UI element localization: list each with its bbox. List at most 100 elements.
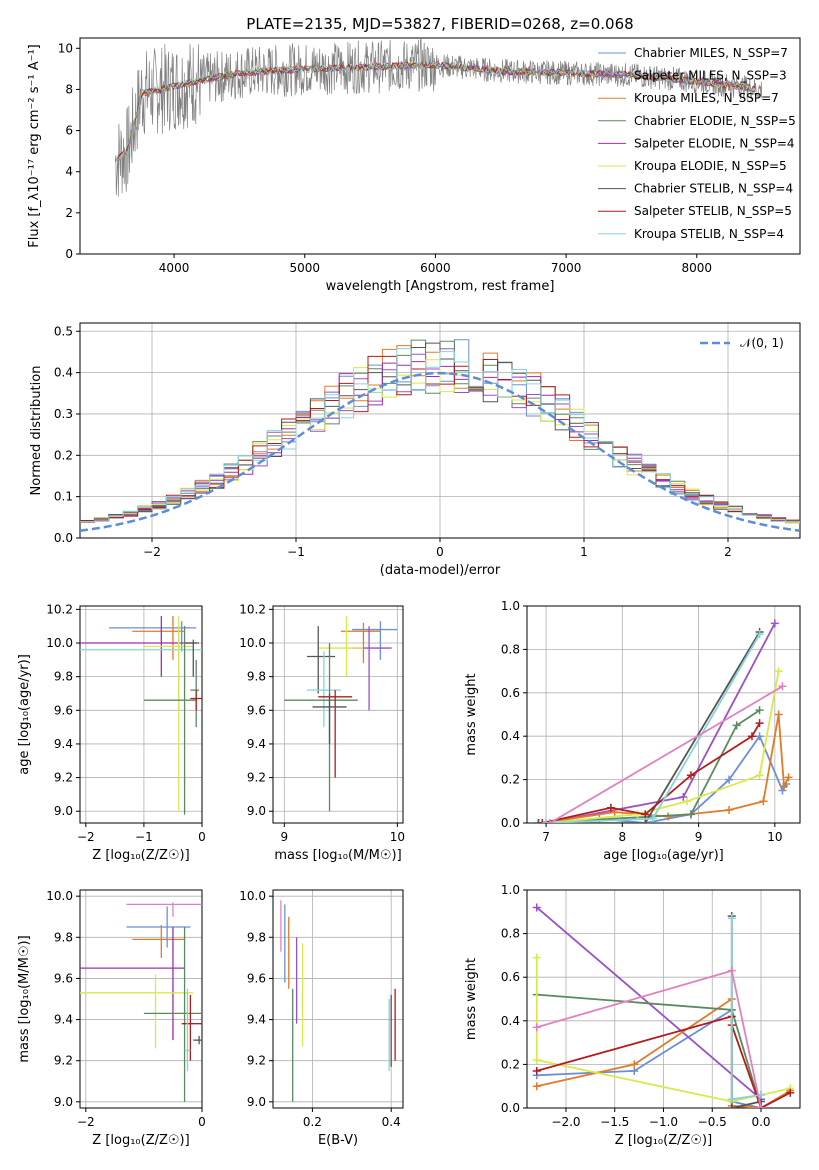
point-marker <box>755 771 764 780</box>
residual-histogram <box>80 359 800 524</box>
mass-weight-line <box>546 633 761 823</box>
tick-label-x: 8 <box>619 830 627 844</box>
model-spectrum <box>116 61 756 161</box>
axes-frame <box>272 605 404 824</box>
mass-weight-line <box>542 714 790 823</box>
x-axis-label: mass [log₁₀(M/M☉)] <box>274 848 401 863</box>
y-axis-label: mass weight <box>464 958 479 1040</box>
residual-histogram <box>80 348 800 523</box>
tick-label-y: 0.8 <box>501 927 520 941</box>
axes-frame <box>79 322 801 539</box>
x-axis-label: (data-model)/error <box>380 563 501 578</box>
residual-histogram <box>80 342 800 523</box>
chart-spectrum: 4000 5000 6000 7000 8000 0 2 4 6 8 10 wavelength [A… <box>27 37 801 294</box>
residual-histogram <box>80 355 800 521</box>
tick-label-x: 1 <box>580 545 588 559</box>
legend-label: Kroupa ELODIE, N_SSP=5 <box>634 159 787 173</box>
point-marker <box>606 803 615 812</box>
tick-label-x: 0.4 <box>382 1115 401 1129</box>
legend-label: Kroupa STELIB, N_SSP=4 <box>634 227 784 241</box>
point-marker <box>727 1095 736 1104</box>
tick-label-x: −0.5 <box>698 1115 727 1129</box>
tick-label-x: 2 <box>724 545 732 559</box>
axes-frame <box>272 889 404 1109</box>
tick-label-y: 0.2 <box>501 773 520 787</box>
tick-label-x: −1 <box>135 830 153 844</box>
tick-label-y: 9.4 <box>247 1013 266 1027</box>
tick-label-y: 1.0 <box>501 599 520 613</box>
tick-label-y: 0.0 <box>501 1101 520 1115</box>
x-axis-label: Z [log₁₀(Z/Z☉)] <box>92 1133 189 1148</box>
tick-label-x: 7 <box>542 830 550 844</box>
point-marker <box>727 1104 736 1108</box>
tick-label-y: 0.4 <box>54 366 73 380</box>
tick-label-y: 0.0 <box>54 531 73 545</box>
tick-label-y: 10.2 <box>46 602 73 616</box>
legend-label: Chabrier STELIB, N_SSP=4 <box>634 182 793 196</box>
tick-label-y: 9.0 <box>247 804 266 818</box>
tick-label-y: 10.0 <box>239 889 266 903</box>
point-marker <box>786 1088 795 1097</box>
tick-label-y: 10.0 <box>46 889 73 903</box>
tick-label-y: 9.4 <box>54 737 73 751</box>
chart-residuals: −2 −1 0 1 2 0.0 0.1 0.2 0.3 0.4 0.5 (data-model)/er… <box>29 322 801 578</box>
tick-label-x: 7000 <box>551 261 582 275</box>
point-marker <box>774 710 783 719</box>
legend-label: Chabrier ELODIE, N_SSP=5 <box>634 114 796 128</box>
point-marker <box>545 819 554 823</box>
tick-label-y: 9.8 <box>247 930 266 944</box>
tick-label-x: −1 <box>287 545 305 559</box>
tick-label-y: 0.0 <box>501 816 520 830</box>
y-axis-label: mass weight <box>464 673 479 755</box>
point-marker <box>532 903 541 912</box>
tick-label-y: 10 <box>58 41 73 55</box>
legend-label: Salpeter ELODIE, N_SSP=4 <box>634 136 795 150</box>
tick-label-y: 10.0 <box>46 636 73 650</box>
point-marker <box>778 786 787 795</box>
legend-label: Chabrier MILES, N_SSP=7 <box>634 46 788 60</box>
tick-label-x: 10 <box>767 830 782 844</box>
chart-age-vs-mass: 9 10 9.0 9.2 9.4 9.6 9.8 10.0 10.2 mass [log₁₀(M/… <box>239 602 405 863</box>
mass-weight-line <box>730 918 762 1101</box>
tick-label-x: −1.5 <box>600 1115 629 1129</box>
point-marker <box>759 797 768 806</box>
legend-label: Kroupa MILES, N_SSP=7 <box>634 91 779 105</box>
tick-label-x: 10 <box>390 830 405 844</box>
gaussian-curve <box>80 371 800 533</box>
axes-frame <box>79 37 801 255</box>
tick-label-y: 9.4 <box>54 1013 73 1027</box>
tick-label-x: −2 <box>77 830 95 844</box>
point-marker <box>727 914 736 923</box>
point-marker <box>774 667 783 676</box>
tick-label-y: 9.2 <box>54 1054 73 1068</box>
point-marker <box>542 819 551 823</box>
tick-label-x: −2 <box>143 545 161 559</box>
tick-label-y: 0.2 <box>54 448 73 462</box>
legend-label: Salpeter STELIB, N_SSP=5 <box>634 204 792 218</box>
point-marker <box>532 1082 541 1091</box>
point-marker <box>610 808 619 817</box>
tick-label-y: 9.4 <box>247 737 266 751</box>
x-axis-label: age [log₁₀(age/yr)] <box>603 848 724 863</box>
point-marker <box>755 706 764 715</box>
tick-label-y: 2 <box>65 206 73 220</box>
x-axis-label: E(B-V) <box>318 1133 358 1148</box>
point-marker <box>727 966 736 975</box>
point-marker <box>779 782 788 791</box>
tick-label-y: 9.0 <box>54 804 73 818</box>
tick-label-y: 9.8 <box>54 930 73 944</box>
mass-weight-line <box>536 1008 762 1108</box>
point-marker <box>679 792 688 801</box>
legend-label: Salpeter MILES, N_SSP=3 <box>634 69 787 83</box>
tick-label-x: −1.0 <box>649 1115 678 1129</box>
mass-weight-line <box>542 722 761 823</box>
tick-label-y: 0.4 <box>501 1014 520 1028</box>
tick-label-y: 0.6 <box>501 686 520 700</box>
point-marker <box>747 732 756 741</box>
point-marker <box>755 719 764 728</box>
point-marker <box>686 810 695 819</box>
plot-area <box>80 902 202 1102</box>
y-axis-label: age [log₁₀(age/yr)] <box>17 654 32 775</box>
plot-area <box>280 900 396 1102</box>
